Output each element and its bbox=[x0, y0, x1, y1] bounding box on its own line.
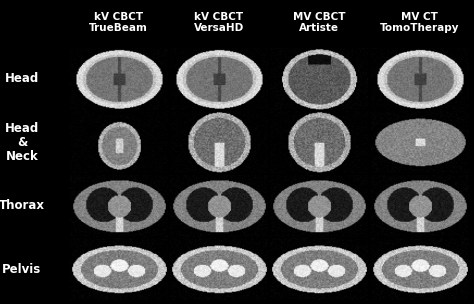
Text: MV CT
TomoTherapy: MV CT TomoTherapy bbox=[380, 12, 459, 33]
Text: Head
&
Neck: Head & Neck bbox=[5, 122, 39, 163]
Text: kV CBCT
VersaHD: kV CBCT VersaHD bbox=[194, 12, 244, 33]
Text: Head: Head bbox=[5, 72, 39, 85]
Text: Pelvis: Pelvis bbox=[2, 263, 42, 276]
Text: Thorax: Thorax bbox=[0, 199, 45, 212]
Text: MV CBCT
Artiste: MV CBCT Artiste bbox=[293, 12, 346, 33]
Text: kV CBCT
TrueBeam: kV CBCT TrueBeam bbox=[90, 12, 148, 33]
